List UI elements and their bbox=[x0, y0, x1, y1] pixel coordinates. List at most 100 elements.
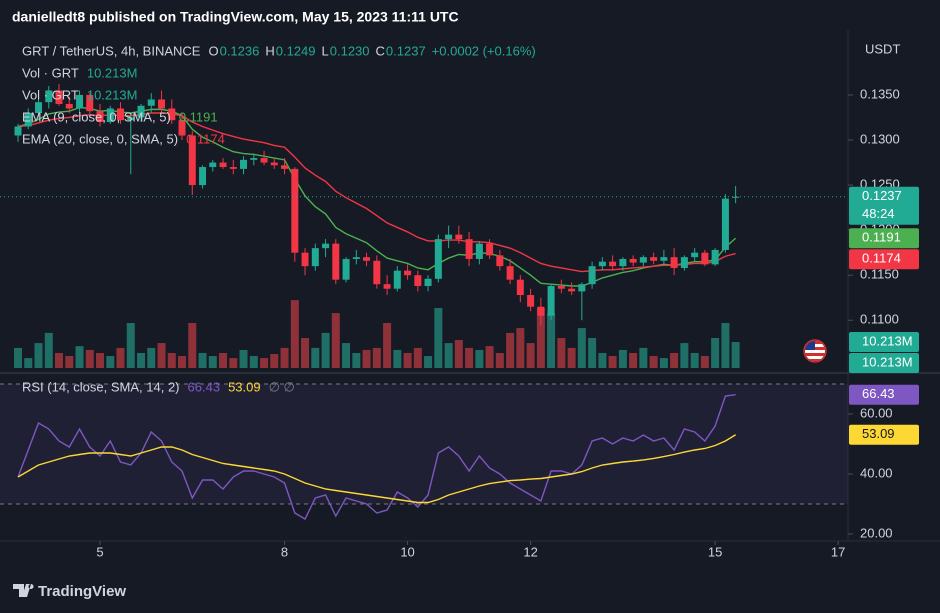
candle-body bbox=[434, 239, 442, 279]
price-label: 0.1237 bbox=[862, 188, 902, 203]
candle-body bbox=[660, 257, 668, 261]
candle-body bbox=[619, 258, 627, 267]
candle-body bbox=[721, 198, 729, 250]
price-change: +0.0002 (+0.16%) bbox=[432, 43, 536, 58]
volume-bar bbox=[85, 349, 94, 368]
rsi-legend-value: 66.43 bbox=[188, 379, 221, 394]
candle-body bbox=[373, 260, 381, 285]
candle-body bbox=[598, 261, 606, 267]
candle-body bbox=[393, 270, 401, 289]
volume-bar bbox=[721, 322, 730, 368]
volume-bar bbox=[536, 307, 545, 368]
volume-bar bbox=[526, 343, 535, 368]
ohlc-value: 0.1249 bbox=[276, 43, 316, 58]
ohlc-value: 0.1237 bbox=[386, 43, 426, 58]
candle-body bbox=[332, 243, 340, 280]
volume-bar bbox=[301, 337, 310, 368]
volume-legend-value: 10.213M bbox=[87, 65, 138, 80]
volume-bar bbox=[485, 346, 494, 368]
volume-bar bbox=[75, 346, 84, 368]
volume-bar bbox=[239, 349, 248, 368]
candle-body bbox=[609, 261, 617, 267]
volume-bar bbox=[588, 337, 597, 368]
volume-bar bbox=[557, 337, 566, 368]
candle-body bbox=[96, 111, 104, 122]
ohlc-value: 0.1230 bbox=[330, 43, 370, 58]
candle-body bbox=[670, 257, 678, 268]
ohlc-label: L bbox=[322, 43, 329, 58]
candle-body bbox=[629, 258, 637, 263]
x-tick-label: 17 bbox=[831, 544, 845, 559]
price-label: 10.213M bbox=[862, 354, 913, 369]
volume-bar bbox=[711, 337, 720, 368]
volume-bar bbox=[608, 356, 617, 368]
candle-body bbox=[260, 158, 268, 163]
volume-bar bbox=[547, 313, 556, 368]
candle-body bbox=[117, 108, 125, 121]
volume-bar bbox=[639, 347, 648, 368]
candle-body bbox=[639, 257, 647, 263]
volume-bar bbox=[44, 332, 53, 368]
price-label: 0.1191 bbox=[862, 230, 901, 245]
rsi-legend-extra: ∅ ∅ bbox=[269, 379, 295, 394]
price-label-box bbox=[849, 353, 919, 374]
symbol-title: GRT / TetherUS, 4h, BINANCE bbox=[22, 43, 201, 58]
price-label-box bbox=[849, 249, 919, 270]
candle-body bbox=[588, 266, 596, 285]
candle-body bbox=[568, 288, 576, 292]
legend-name: EMA (9, close, 0, SMA, 5) bbox=[22, 109, 171, 124]
volume-bar bbox=[342, 343, 351, 368]
volume-bar bbox=[96, 352, 105, 368]
candle-body bbox=[475, 243, 483, 259]
x-tick-label: 8 bbox=[281, 544, 288, 559]
flag-icon[interactable] bbox=[803, 339, 827, 363]
candle-body bbox=[557, 286, 565, 289]
candle-body bbox=[691, 252, 699, 258]
price-label-box bbox=[849, 228, 919, 249]
volume-bar bbox=[14, 347, 23, 368]
volume-bar bbox=[331, 313, 340, 368]
candle-body bbox=[270, 162, 278, 166]
volume-bar bbox=[577, 328, 586, 368]
candle-body bbox=[219, 162, 227, 168]
volume-bar bbox=[147, 347, 156, 368]
y-tick-label: 20.00 bbox=[860, 525, 893, 540]
x-tick-label: 15 bbox=[708, 544, 722, 559]
candle-body bbox=[127, 117, 135, 121]
volume-bar bbox=[680, 343, 689, 368]
volume-bar bbox=[178, 356, 187, 368]
legend-value: 0.1174 bbox=[186, 131, 225, 146]
volume-bar bbox=[434, 307, 443, 368]
candle-body bbox=[65, 103, 73, 109]
volume-bar bbox=[700, 356, 709, 368]
volume-bar bbox=[659, 358, 668, 368]
currency-label: USDT bbox=[865, 41, 900, 56]
volume-bar bbox=[475, 349, 484, 368]
candle-body bbox=[527, 295, 535, 307]
candle-body bbox=[14, 126, 22, 136]
volume-bar bbox=[352, 352, 361, 368]
volume-bar bbox=[167, 352, 176, 368]
volume-bar bbox=[731, 342, 740, 368]
y-tick-label: 60.00 bbox=[860, 405, 893, 420]
candle-body bbox=[445, 234, 453, 240]
candle-body bbox=[404, 270, 412, 276]
volume-legend-name: Vol · GRT bbox=[22, 87, 79, 102]
candle-body bbox=[414, 275, 422, 286]
candle-body bbox=[250, 158, 258, 160]
candle-body bbox=[711, 249, 719, 265]
ohlc-label: C bbox=[376, 43, 385, 58]
rsi-title: RSI (14, close, SMA, 14, 2) bbox=[22, 379, 180, 394]
candle-body bbox=[578, 284, 586, 292]
rsi-legend-value: 53.09 bbox=[228, 379, 261, 394]
rsi-line bbox=[17, 434, 736, 504]
candle-body bbox=[24, 112, 32, 127]
candle-body bbox=[281, 165, 289, 169]
volume-bar bbox=[424, 356, 433, 368]
candle-body bbox=[147, 99, 155, 106]
candle-body bbox=[701, 252, 709, 265]
ohlc-label: H bbox=[265, 43, 274, 58]
candle-body bbox=[106, 108, 114, 122]
volume-bar bbox=[598, 352, 607, 368]
